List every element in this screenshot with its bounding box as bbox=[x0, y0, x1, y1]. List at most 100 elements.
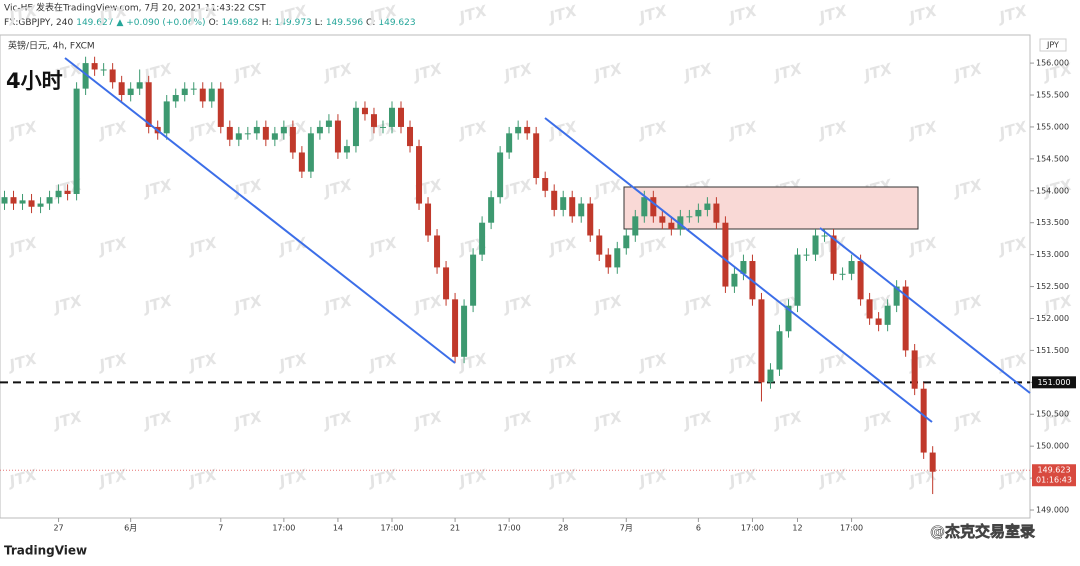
candle-body bbox=[605, 254, 612, 268]
watermark: JTX bbox=[455, 117, 490, 143]
watermark: JTX bbox=[365, 233, 400, 259]
candle-body bbox=[911, 350, 918, 389]
watermark: JTX bbox=[410, 59, 445, 85]
watermark: JTX bbox=[635, 465, 670, 491]
candle-body bbox=[668, 222, 675, 230]
candle-body bbox=[686, 216, 693, 218]
x-tick-label: 27 bbox=[53, 524, 63, 533]
header-segment: FX:GBPJPY, 240 bbox=[4, 18, 74, 28]
watermark: JTX bbox=[995, 233, 1030, 259]
watermark: JTX bbox=[455, 465, 490, 491]
watermark: JTX bbox=[320, 291, 355, 317]
watermark: JTX bbox=[725, 233, 760, 259]
supply-zone bbox=[623, 186, 919, 230]
watermark: JTX bbox=[815, 117, 850, 143]
candle-body bbox=[271, 133, 278, 140]
candle-body bbox=[488, 197, 495, 223]
candle-body bbox=[722, 222, 729, 287]
candle-body bbox=[812, 235, 819, 255]
watermark: JTX bbox=[815, 1, 850, 27]
watermark: JTX bbox=[320, 59, 355, 85]
candle-body bbox=[416, 146, 423, 204]
currency-box bbox=[1039, 38, 1067, 52]
watermark: JTX bbox=[5, 117, 40, 143]
watermark: JTX bbox=[545, 349, 580, 375]
watermark: JTX bbox=[635, 233, 670, 259]
candle-body bbox=[497, 152, 504, 198]
watermark: JTX bbox=[320, 407, 355, 433]
y-tick-label: 155.000 bbox=[1036, 122, 1069, 131]
candle-body bbox=[334, 120, 341, 153]
y-tick-label: 150.500 bbox=[1036, 410, 1069, 419]
last-price-label: 149.623 bbox=[1037, 466, 1070, 475]
candle-body bbox=[848, 261, 855, 274]
credit-watermark: @杰克交易室录 bbox=[930, 523, 1035, 541]
candle-body bbox=[361, 107, 368, 115]
candle-body bbox=[659, 216, 666, 223]
candle-body bbox=[280, 126, 287, 134]
watermark: JTX bbox=[680, 407, 715, 433]
candle-body bbox=[217, 88, 224, 127]
countdown-label: 01:16:43 bbox=[1036, 476, 1072, 485]
candle-body bbox=[208, 88, 215, 102]
candle-body bbox=[172, 95, 179, 102]
candle-body bbox=[163, 101, 170, 134]
watermark: JTX bbox=[230, 407, 265, 433]
watermark: JTX bbox=[590, 59, 625, 85]
candle-body bbox=[596, 235, 603, 255]
plot-frame bbox=[0, 34, 1031, 519]
watermark: JTX bbox=[950, 407, 985, 433]
candle-body bbox=[623, 235, 630, 249]
header-segment: C: bbox=[366, 18, 375, 28]
candle-body bbox=[226, 126, 233, 140]
watermark: JTX bbox=[860, 59, 895, 85]
axes: 149.000149.500150.000150.500151.000151.5… bbox=[53, 59, 1076, 533]
watermark: JTX bbox=[590, 291, 625, 317]
timeframe-title: 4小时 bbox=[6, 69, 63, 93]
y-tick-label: 151.500 bbox=[1036, 346, 1069, 355]
candle-body bbox=[145, 82, 152, 127]
trend-line bbox=[819, 227, 1031, 394]
y-tick-label: 150.000 bbox=[1036, 442, 1069, 451]
candle-body bbox=[542, 178, 549, 191]
candle-body bbox=[695, 209, 702, 217]
candle-body bbox=[902, 286, 909, 351]
watermark: JTX bbox=[365, 349, 400, 375]
watermark: JTX bbox=[275, 465, 310, 491]
candle-body bbox=[388, 107, 395, 127]
candle-body bbox=[127, 88, 134, 96]
candle-body bbox=[794, 254, 801, 306]
candle-body bbox=[677, 216, 684, 230]
candle-body bbox=[614, 248, 621, 268]
header-segment: H: bbox=[262, 18, 272, 28]
currency: JPY bbox=[1046, 41, 1059, 50]
watermark: JTX bbox=[905, 117, 940, 143]
candle-body bbox=[821, 235, 828, 237]
candle-body bbox=[830, 235, 837, 274]
watermark: JTX bbox=[230, 291, 265, 317]
watermark: JTX bbox=[995, 465, 1030, 491]
candle-body bbox=[731, 273, 738, 287]
y-tick-label: 152.500 bbox=[1036, 282, 1069, 291]
x-tick-label: 6月 bbox=[124, 524, 137, 533]
watermark: JTX bbox=[500, 59, 535, 85]
candle-body bbox=[452, 299, 459, 357]
watermark: JTX bbox=[275, 349, 310, 375]
watermark: JTX bbox=[410, 291, 445, 317]
candle-body bbox=[641, 197, 648, 217]
candle-body bbox=[515, 126, 522, 134]
grid bbox=[0, 381, 1030, 471]
candle-body bbox=[920, 388, 927, 453]
watermark: JTX bbox=[410, 407, 445, 433]
watermark: JTX bbox=[725, 349, 760, 375]
candle-body bbox=[37, 203, 44, 207]
header-segment: 149.596 bbox=[326, 18, 363, 28]
watermark: JTX bbox=[140, 59, 175, 85]
watermark: JTX bbox=[140, 291, 175, 317]
watermark: JTX bbox=[5, 465, 40, 491]
candle-body bbox=[839, 273, 846, 275]
tradingview-logo: TradingView bbox=[4, 544, 87, 558]
watermark: JTX bbox=[500, 407, 535, 433]
